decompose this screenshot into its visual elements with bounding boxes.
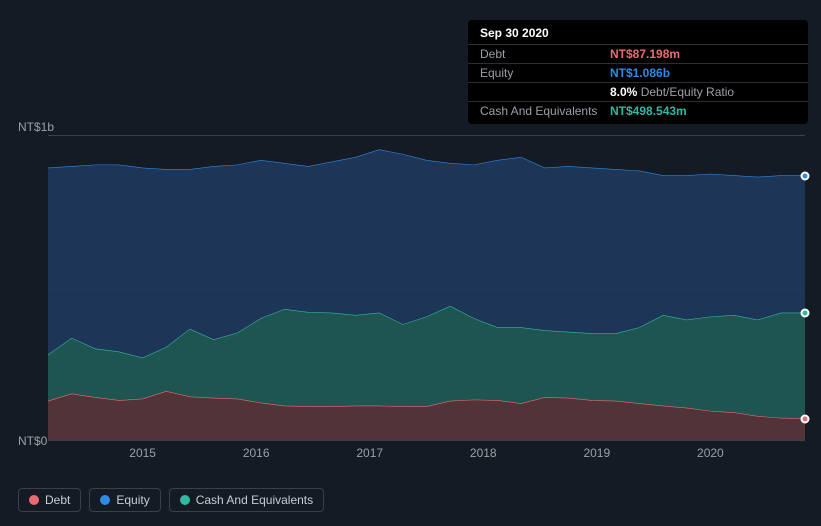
series-marker-cash-and-equivalents <box>801 308 810 317</box>
tooltip-row-value: 8.0% Debt/Equity Ratio <box>610 85 734 99</box>
legend-item-cash-and-equivalents[interactable]: Cash And Equivalents <box>169 488 324 512</box>
legend: Debt Equity Cash And Equivalents <box>18 488 324 512</box>
tooltip-row-label: Debt <box>480 47 610 61</box>
y-axis-label-top: NT$1b <box>18 120 54 134</box>
x-tick: 2017 <box>356 446 383 460</box>
x-tick: 2020 <box>697 446 724 460</box>
legend-dot <box>29 495 39 505</box>
x-tick: 2019 <box>583 446 610 460</box>
chart-tooltip: Sep 30 2020 DebtNT$87.198mEquityNT$1.086… <box>468 20 808 124</box>
tooltip-date: Sep 30 2020 <box>468 24 808 45</box>
chart-area: NT$1b NT$0 2015 2016 2017 2018 2019 2020 <box>18 120 805 476</box>
legend-dot <box>180 495 190 505</box>
legend-label: Equity <box>116 493 149 507</box>
tooltip-row: 8.0% Debt/Equity Ratio <box>468 83 808 102</box>
x-axis-ticks: 2015 2016 2017 2018 2019 2020 <box>48 446 805 466</box>
x-tick: 2016 <box>243 446 270 460</box>
tooltip-row-value: NT$498.543m <box>610 104 687 118</box>
tooltip-row-value: NT$1.086b <box>610 66 670 80</box>
y-axis-label-bottom: NT$0 <box>18 434 47 448</box>
x-tick: 2018 <box>470 446 497 460</box>
x-tick: 2015 <box>129 446 156 460</box>
series-svg <box>48 136 805 440</box>
tooltip-row: Cash And EquivalentsNT$498.543m <box>468 102 808 120</box>
series-marker-equity <box>801 171 810 180</box>
plot-region[interactable] <box>48 135 805 441</box>
tooltip-rows: DebtNT$87.198mEquityNT$1.086b8.0% Debt/E… <box>468 45 808 120</box>
tooltip-row-label: Equity <box>480 66 610 80</box>
legend-dot <box>100 495 110 505</box>
tooltip-row-label: Cash And Equivalents <box>480 104 610 118</box>
tooltip-row-value: NT$87.198m <box>610 47 680 61</box>
legend-item-equity[interactable]: Equity <box>89 488 160 512</box>
legend-label: Debt <box>45 493 70 507</box>
tooltip-row: DebtNT$87.198m <box>468 45 808 64</box>
legend-item-debt[interactable]: Debt <box>18 488 81 512</box>
legend-label: Cash And Equivalents <box>196 493 313 507</box>
tooltip-row: EquityNT$1.086b <box>468 64 808 83</box>
tooltip-row-label <box>480 85 610 99</box>
series-marker-debt <box>801 414 810 423</box>
